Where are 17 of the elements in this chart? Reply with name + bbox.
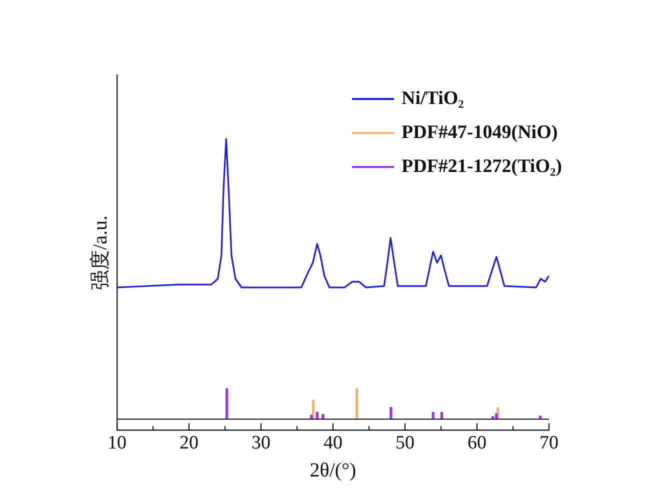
bar xyxy=(226,388,228,420)
y-axis-title: 强度/a.u. xyxy=(89,215,112,290)
bar xyxy=(322,414,324,420)
legend-label: PDF#21-1272(TiO₂) xyxy=(402,156,562,178)
bar xyxy=(495,413,498,420)
x-tick-label: 20 xyxy=(180,432,198,454)
x-tick-label: 60 xyxy=(468,432,486,454)
bar xyxy=(390,406,392,420)
legend-label: Ni/TiO₂ xyxy=(402,88,464,110)
bar xyxy=(355,388,358,420)
x-tick-label: 70 xyxy=(540,432,558,454)
x-tick-label: 30 xyxy=(252,432,270,454)
x-axis-title: 2θ/(°) xyxy=(310,459,356,482)
x-tick-label: 50 xyxy=(396,432,414,454)
x-tick-label: 10 xyxy=(108,432,126,454)
x-tick-label: 40 xyxy=(324,432,342,454)
legend-label: PDF#47-1049(NiO) xyxy=(402,122,558,144)
